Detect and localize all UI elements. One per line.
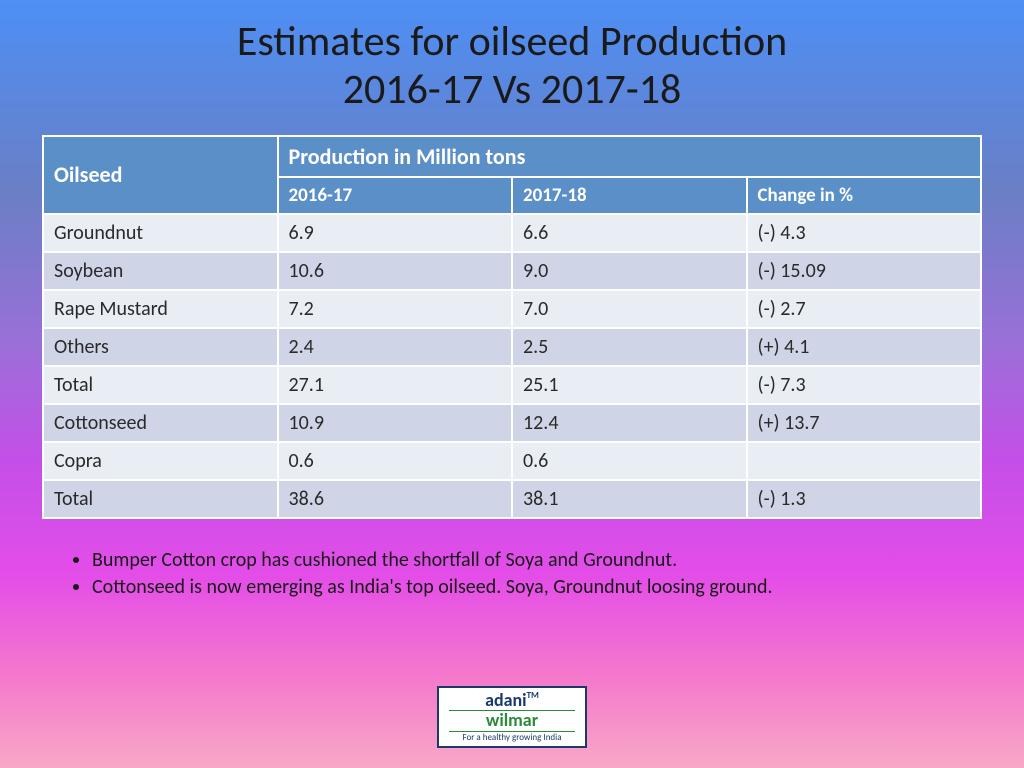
bullet-item: Cottonseed is now emerging as India's to… bbox=[92, 574, 954, 601]
cell-y1: 7.2 bbox=[278, 290, 513, 328]
slide-title: Estimates for oilseed Production 2016-17… bbox=[0, 0, 1024, 115]
cell-y2: 25.1 bbox=[512, 366, 747, 404]
cell-y1: 0.6 bbox=[278, 442, 513, 480]
cell-name: Copra bbox=[43, 442, 278, 480]
cell-name: Groundnut bbox=[43, 214, 278, 252]
table-row: Copra 0.6 0.6 bbox=[43, 442, 981, 480]
cell-y2: 9.0 bbox=[512, 252, 747, 290]
table-row: Rape Mustard 7.2 7.0 (-) 2.7 bbox=[43, 290, 981, 328]
col-subheader-change: Change in % bbox=[747, 177, 982, 214]
cell-chg: (-) 4.3 bbox=[747, 214, 982, 252]
table-row: Total 27.1 25.1 (-) 7.3 bbox=[43, 366, 981, 404]
cell-chg: (-) 2.7 bbox=[747, 290, 982, 328]
col-subheader-y2: 2017-18 bbox=[512, 177, 747, 214]
cell-y2: 7.0 bbox=[512, 290, 747, 328]
cell-chg: (+) 13.7 bbox=[747, 404, 982, 442]
bullet-list: Bumper Cotton crop has cushioned the sho… bbox=[70, 547, 954, 601]
cell-y2: 0.6 bbox=[512, 442, 747, 480]
cell-chg bbox=[747, 442, 982, 480]
table-row: Groundnut 6.9 6.6 (-) 4.3 bbox=[43, 214, 981, 252]
cell-name: Rape Mustard bbox=[43, 290, 278, 328]
cell-y1: 2.4 bbox=[278, 328, 513, 366]
title-line-1: Estimates for oilseed Production bbox=[237, 16, 787, 67]
cell-name: Cottonseed bbox=[43, 404, 278, 442]
table-row: Total 38.6 38.1 (-) 1.3 bbox=[43, 480, 981, 518]
cell-y2: 12.4 bbox=[512, 404, 747, 442]
title-line-2: 2016-17 Vs 2017-18 bbox=[343, 64, 682, 115]
logo-tagline: For a healthy growing India bbox=[449, 733, 575, 744]
cell-y1: 6.9 bbox=[278, 214, 513, 252]
cell-y2: 38.1 bbox=[512, 480, 747, 518]
col-subheader-y1: 2016-17 bbox=[278, 177, 513, 214]
cell-y1: 10.6 bbox=[278, 252, 513, 290]
cell-y1: 38.6 bbox=[278, 480, 513, 518]
logo-line1: adaniTM bbox=[449, 691, 575, 709]
cell-name: Soybean bbox=[43, 252, 278, 290]
cell-chg: (+) 4.1 bbox=[747, 328, 982, 366]
table-row: Others 2.4 2.5 (+) 4.1 bbox=[43, 328, 981, 366]
cell-chg: (-) 1.3 bbox=[747, 480, 982, 518]
col-header-oilseed: Oilseed bbox=[43, 136, 278, 214]
cell-y1: 27.1 bbox=[278, 366, 513, 404]
cell-y1: 10.9 bbox=[278, 404, 513, 442]
logo-line2: wilmar bbox=[449, 710, 575, 732]
cell-y2: 6.6 bbox=[512, 214, 747, 252]
oilseed-table: Oilseed Production in Million tons 2016-… bbox=[42, 135, 982, 519]
cell-name: Total bbox=[43, 480, 278, 518]
cell-name: Total bbox=[43, 366, 278, 404]
adani-wilmar-logo: adaniTM wilmar For a healthy growing Ind… bbox=[437, 686, 587, 748]
cell-y2: 2.5 bbox=[512, 328, 747, 366]
bullet-item: Bumper Cotton crop has cushioned the sho… bbox=[92, 547, 954, 574]
cell-chg: (-) 7.3 bbox=[747, 366, 982, 404]
cell-chg: (-) 15.09 bbox=[747, 252, 982, 290]
col-header-production: Production in Million tons bbox=[278, 136, 982, 177]
table-row: Cottonseed 10.9 12.4 (+) 13.7 bbox=[43, 404, 981, 442]
cell-name: Others bbox=[43, 328, 278, 366]
table-row: Soybean 10.6 9.0 (-) 15.09 bbox=[43, 252, 981, 290]
